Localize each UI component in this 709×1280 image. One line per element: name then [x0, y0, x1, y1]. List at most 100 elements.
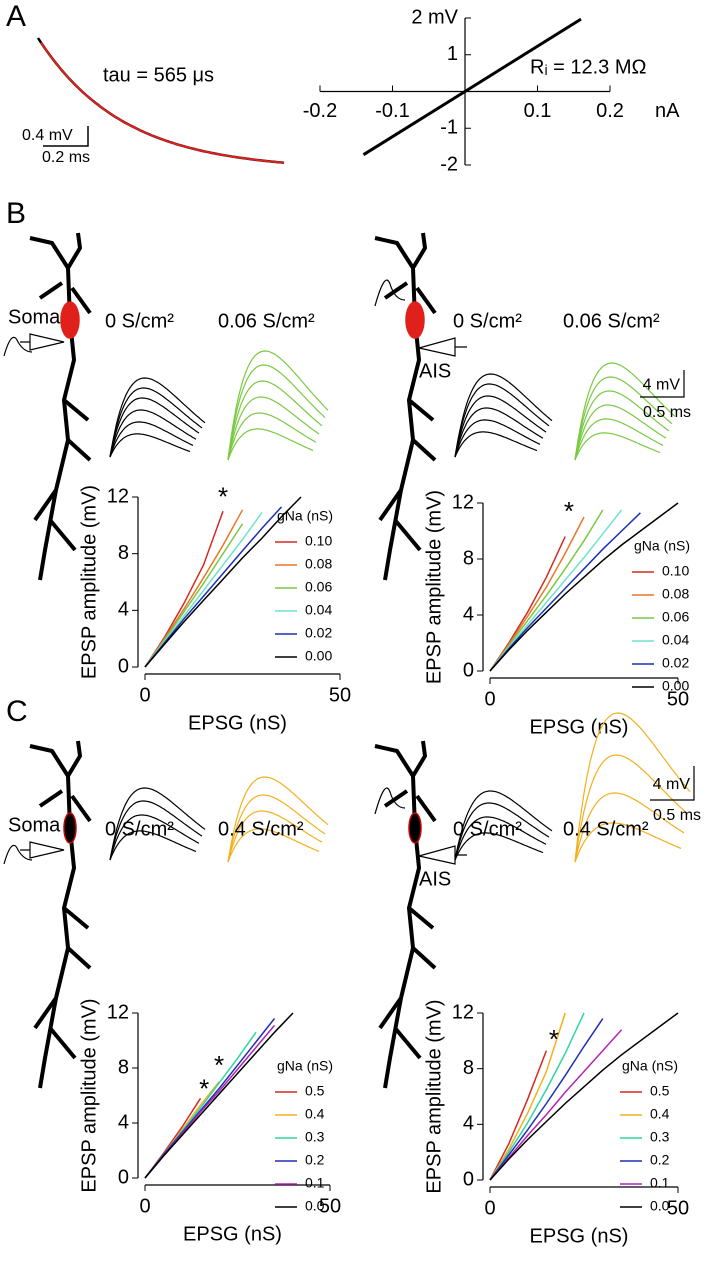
epsp-trace	[574, 754, 688, 863]
y-tick-label: 4	[463, 603, 474, 625]
y-tick-label: 1	[447, 43, 458, 65]
legend-label: 0.2	[650, 1152, 670, 1168]
epsp-trace	[109, 397, 200, 458]
epsp-trace	[227, 350, 329, 461]
epsp-trace	[227, 380, 323, 461]
y-tick-label: 2 mV	[411, 6, 458, 28]
epsp-trace	[454, 832, 544, 861]
legend-label: 0.5	[650, 1083, 670, 1099]
pipette	[418, 845, 467, 865]
epsp-trace	[574, 822, 682, 863]
scale-label: 0.5 ms	[643, 404, 691, 421]
legend-label: 0.04	[662, 632, 689, 648]
series-line	[489, 512, 641, 672]
x-tick-label: 50	[667, 688, 689, 710]
neuron	[29, 232, 92, 581]
epsp-trace	[109, 800, 203, 861]
soma	[60, 301, 80, 339]
legend-label: 0.0	[650, 1198, 670, 1214]
scale-label: 0.4 mV	[22, 127, 73, 144]
legend-label: 0.00	[662, 678, 689, 694]
epsp-trace	[109, 814, 200, 861]
epsp-trace	[227, 810, 323, 863]
legend-label: 0.4	[305, 1106, 325, 1122]
legend-label: 0.00	[305, 648, 332, 664]
series-line	[489, 536, 566, 672]
x-tick-label: 0.2	[596, 100, 624, 122]
annotation: *	[564, 496, 574, 526]
epsp-trace	[109, 421, 194, 458]
epsp-trace	[109, 830, 197, 861]
epsp-trace	[454, 802, 550, 861]
series-line	[489, 1050, 548, 1181]
y-tick-label: -2	[440, 153, 458, 175]
epsp-trace	[574, 432, 661, 461]
epsp-trace	[574, 712, 691, 863]
y-tick-label: -1	[440, 117, 458, 139]
decay-fit	[40, 42, 285, 164]
neuron	[374, 232, 437, 581]
y-tick-label: 12	[107, 485, 129, 507]
x-axis-label: EPSG (nS)	[530, 716, 629, 738]
series-line	[489, 1012, 585, 1181]
epsp-trace	[574, 404, 667, 461]
legend-title: gNa (nS)	[622, 1058, 678, 1074]
pipette	[418, 337, 467, 357]
site-label: AIS	[419, 360, 451, 382]
epsp-trace	[227, 794, 326, 863]
x-tick-label: 0	[139, 1195, 150, 1217]
y-axis-label: EPSP amplitude (mV)	[78, 485, 100, 679]
x-axis-label: EPSG (nS)	[188, 712, 287, 734]
epsp-trace	[574, 418, 664, 461]
y-tick-label: 8	[118, 542, 129, 564]
scale-bar	[640, 370, 685, 398]
legend-label: 0.3	[650, 1129, 670, 1145]
spike-icon	[3, 336, 33, 357]
decay-trace	[36, 37, 285, 164]
series-line	[144, 1018, 276, 1179]
epsp-trace	[454, 395, 547, 458]
series-line	[144, 512, 263, 668]
y-tick-label: 0	[118, 655, 129, 677]
legend-label: 0.06	[662, 609, 689, 625]
y-tick-label: 0	[463, 1168, 474, 1190]
epsp-trace	[574, 390, 670, 461]
scale-bar	[43, 126, 89, 147]
legend-label: 0.08	[305, 556, 332, 572]
epsp-trace	[227, 412, 317, 461]
scale-label: 4 mV	[653, 776, 691, 793]
x-axis-label: nA	[655, 100, 680, 122]
series-line	[489, 1018, 604, 1181]
neuron	[374, 740, 437, 1089]
y-tick-label: 4	[118, 599, 129, 621]
annotation: *	[549, 1024, 559, 1054]
annotation: *	[199, 1073, 209, 1103]
series-line	[489, 509, 604, 672]
scale-label: 0.2 ms	[42, 149, 90, 166]
y-tick-label: 12	[107, 1001, 129, 1023]
epsp-trace	[227, 828, 320, 863]
x-axis-label: EPSG (nS)	[530, 1225, 629, 1247]
series-line	[489, 502, 679, 672]
series-line	[144, 1012, 294, 1179]
series-line	[489, 1012, 679, 1181]
x-tick-label: 0	[484, 1197, 495, 1219]
epsp-trace	[109, 377, 206, 458]
y-tick-label: 8	[118, 1056, 129, 1078]
y-tick-label: 8	[463, 547, 474, 569]
density-label: 0.4 S/cm²	[563, 818, 649, 840]
neuron	[29, 740, 92, 1089]
x-tick-label: 50	[319, 1195, 341, 1217]
legend-label: 0.02	[662, 655, 689, 671]
legend-label: 0.5	[305, 1083, 325, 1099]
y-tick-label: 12	[452, 1001, 474, 1023]
x-tick-label: -0.2	[303, 100, 337, 122]
density-label: 0 S/cm²	[453, 818, 522, 840]
legend-label: 0.06	[305, 579, 332, 595]
epsp-trace	[454, 407, 544, 458]
panel-label: C	[6, 695, 28, 728]
x-tick-label: 0.1	[524, 100, 552, 122]
y-axis-label: EPSP amplitude (mV)	[78, 998, 100, 1192]
epsp-trace	[454, 373, 553, 458]
x-tick-label: 50	[667, 1197, 689, 1219]
